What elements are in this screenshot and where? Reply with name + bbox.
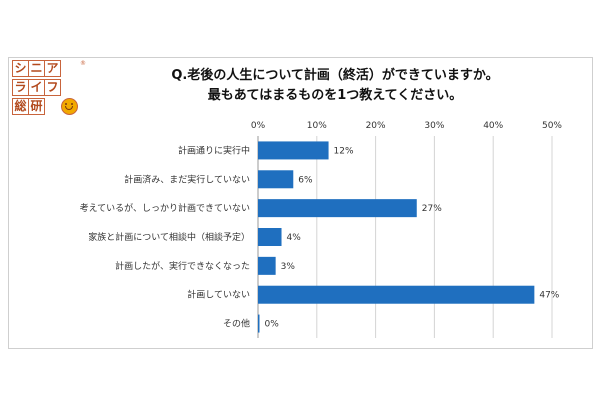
logo-char: 総 [12, 98, 29, 115]
category-label: 計画していない [187, 289, 250, 301]
logo: シ ニ ア ラ イ フ 総 研 ® [12, 60, 96, 126]
bar [258, 141, 329, 160]
category-label: その他 [223, 318, 250, 330]
logo-char: イ [28, 79, 45, 96]
category-label: 考えているが、しっかり計画できていない [80, 202, 250, 214]
bar [258, 228, 282, 246]
smile-icon [61, 98, 78, 115]
bar [258, 199, 417, 218]
x-tick-label: 10% [307, 121, 327, 131]
data-label: 3% [281, 262, 296, 272]
x-tick-label: 20% [366, 121, 386, 131]
data-label: 4% [287, 233, 302, 243]
x-tick-label: 0% [251, 121, 266, 131]
bar [258, 256, 276, 275]
logo-char: フ [44, 79, 61, 96]
labels: 0% 10% 20% 30% 40% 50% 計画通りに実行中 12% 計画済み、まだ実行してい… [80, 121, 563, 330]
bar [258, 285, 535, 304]
logo-char: 研 [28, 98, 45, 115]
category-label: 計画通りに実行中 [178, 144, 250, 156]
chart-title-line-2: 最もあてはまるものを1つ教えてください。 [207, 88, 463, 103]
data-label: 0% [265, 320, 280, 330]
data-label: 47% [539, 291, 559, 301]
category-label: 家族と計画について相談中（相談予定） [88, 231, 250, 243]
category-label: 計画済み、まだ実行していない [124, 173, 250, 185]
chart-title-line-1: Q.老後の人生について計画（終活）ができていますか。 [171, 68, 499, 83]
x-tick-label: 40% [483, 121, 503, 131]
data-label: 12% [334, 146, 354, 156]
gridlines [257, 136, 553, 338]
x-tick-label: 50% [542, 121, 562, 131]
x-tick-label: 30% [424, 121, 444, 131]
logo-char: ア [44, 60, 61, 77]
data-label: 6% [298, 175, 313, 185]
category-label: 計画したが、実行できなくなった [115, 260, 250, 272]
data-label: 27% [422, 204, 442, 214]
bars [258, 141, 535, 333]
bar [258, 314, 260, 333]
logo-char: シ [12, 60, 29, 77]
chart-title: Q.老後の人生について計画（終活）ができていますか。 最もあてはまるものを1つ教… [120, 66, 550, 106]
bar [258, 170, 294, 189]
registered-mark: ® [80, 60, 86, 67]
